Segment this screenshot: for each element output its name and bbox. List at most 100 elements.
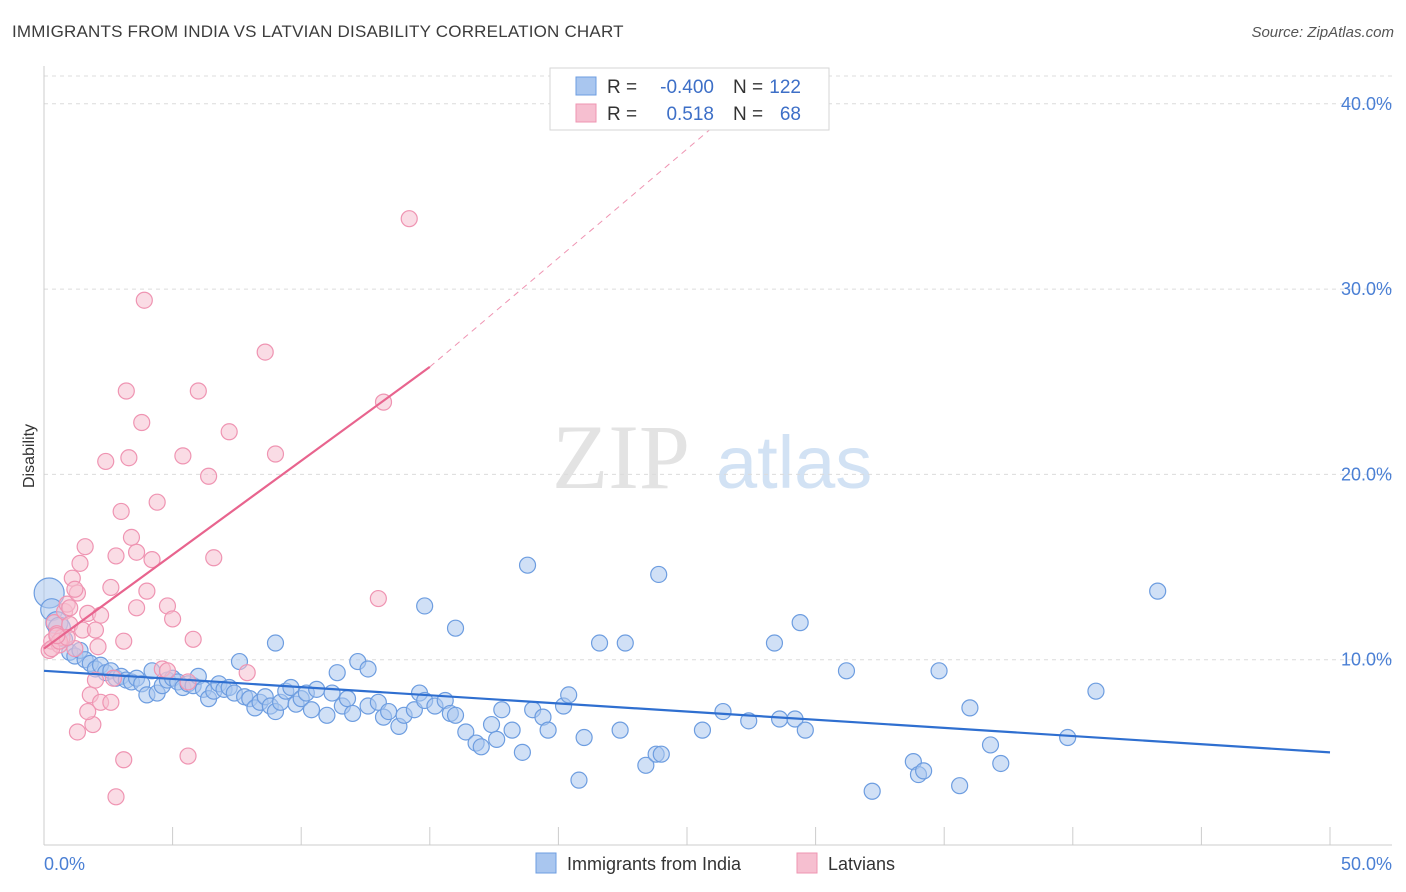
latvian-point — [66, 580, 84, 598]
india-point — [961, 699, 979, 717]
india-point — [791, 614, 809, 632]
latvian-point — [61, 599, 79, 617]
legend-n-label-india: N = — [733, 77, 763, 98]
legend-n-value-latvian: 68 — [780, 104, 801, 125]
trend-lines — [43, 94, 1331, 754]
bottom-legend-label-latvian: Latvians — [828, 854, 895, 874]
india-point — [992, 754, 1010, 773]
latvian-point — [91, 606, 110, 624]
latvian-point — [158, 662, 177, 680]
india-point — [446, 706, 465, 724]
india-point — [323, 684, 341, 702]
latvian-point — [71, 554, 89, 572]
latvian-point — [102, 578, 120, 597]
y-tick-label: 40.0% — [1341, 94, 1392, 114]
india-point — [575, 728, 593, 747]
y-axis-label: Disability — [21, 424, 38, 488]
latvian-trend-line — [43, 366, 431, 650]
legend-r-label-latvian: R = — [607, 104, 637, 125]
india-point — [837, 662, 856, 680]
india-point — [318, 706, 336, 724]
latvian-point — [115, 751, 133, 769]
watermark-zip: ZIP — [552, 406, 690, 508]
legend-n-value-india: 122 — [769, 77, 801, 98]
y-tick-label: 30.0% — [1341, 279, 1392, 299]
chart-title: IMMIGRANTS FROM INDIA VS LATVIAN DISABIL… — [12, 22, 624, 41]
india-point — [652, 745, 670, 763]
series-legend: Immigrants from India Latvians — [535, 852, 895, 874]
latvian-point — [117, 382, 135, 400]
gridlines — [44, 75, 1392, 661]
india-point — [570, 771, 588, 789]
india-point — [416, 597, 434, 615]
latvian-point — [256, 343, 274, 361]
latvian-point — [107, 547, 125, 565]
latvian-point — [122, 528, 141, 547]
latvian-point — [127, 543, 146, 561]
x-tick-label-start: 0.0% — [44, 854, 85, 874]
india-point — [513, 743, 531, 761]
legend-swatch-india — [575, 76, 597, 96]
india-point — [518, 556, 537, 574]
latvian-point — [148, 493, 166, 511]
india-point — [503, 721, 521, 739]
x-tick-label-end: 50.0% — [1341, 854, 1392, 874]
stats-legend: R = -0.400 N = 122 R = 0.518 N = 68 — [549, 67, 830, 131]
india-point — [446, 619, 465, 637]
latvian-point — [189, 382, 207, 400]
latvian-point — [200, 467, 218, 485]
latvian-point — [107, 788, 125, 806]
legend-r-value-latvian: 0.518 — [666, 104, 714, 125]
legend-r-label-india: R = — [607, 77, 637, 98]
india-point — [380, 702, 398, 721]
latvian-point — [135, 291, 153, 309]
latvian-point — [184, 630, 202, 648]
india-point — [693, 721, 712, 739]
india-point — [266, 634, 285, 652]
india-point — [488, 730, 506, 748]
latvian-point — [112, 502, 130, 521]
india-point — [493, 701, 511, 719]
latvian-point — [68, 723, 87, 741]
india-point — [796, 721, 814, 739]
latvian-point — [238, 664, 256, 682]
latvian-point — [266, 445, 285, 463]
latvian-point — [369, 589, 387, 608]
latvian-point — [179, 673, 197, 691]
india-point — [981, 736, 1000, 754]
india-point — [1149, 582, 1167, 600]
india-point — [611, 721, 629, 739]
india-point — [951, 777, 969, 795]
india-point — [616, 634, 634, 652]
bottom-legend-label-india: Immigrants from India — [567, 854, 742, 874]
latvian-point — [76, 538, 94, 556]
india-point — [472, 738, 490, 756]
india-point — [863, 782, 881, 800]
india-point — [457, 723, 475, 741]
india-point — [1087, 682, 1105, 700]
y-tick-label: 20.0% — [1341, 464, 1392, 484]
latvian-point — [86, 671, 105, 689]
india-point — [302, 701, 321, 719]
india-point — [765, 634, 784, 652]
bottom-legend-swatch-latvian — [796, 852, 818, 874]
india-point — [338, 690, 357, 708]
india-point — [915, 762, 933, 780]
latvian-trend-extension — [429, 94, 752, 368]
latvian-point — [79, 702, 97, 721]
india-point — [344, 704, 362, 723]
india-point — [637, 756, 655, 774]
legend-n-label-latvian: N = — [733, 104, 763, 125]
india-point — [650, 565, 668, 584]
india-point — [482, 715, 501, 734]
latvian-point — [133, 413, 151, 432]
latvian-point — [104, 669, 123, 687]
india-point — [714, 702, 732, 721]
latvian-point — [115, 632, 133, 650]
latvian-point — [179, 747, 197, 765]
india-point — [770, 710, 789, 728]
legend-r-value-india: -0.400 — [660, 77, 714, 98]
india-point — [1059, 728, 1077, 747]
india-point — [328, 664, 346, 682]
latvian-point — [48, 627, 66, 645]
